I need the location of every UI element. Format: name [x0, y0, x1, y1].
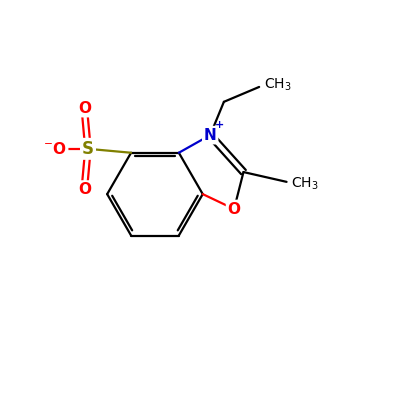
Text: +: + [215, 120, 225, 130]
Text: $^{-}$O: $^{-}$O [43, 141, 66, 157]
Text: CH$_3$: CH$_3$ [291, 176, 319, 192]
Text: S: S [82, 140, 94, 158]
Text: O: O [78, 100, 91, 116]
Text: O: O [228, 202, 240, 216]
Text: CH$_3$: CH$_3$ [264, 77, 292, 93]
Text: N: N [204, 128, 216, 143]
Text: O: O [78, 182, 91, 197]
